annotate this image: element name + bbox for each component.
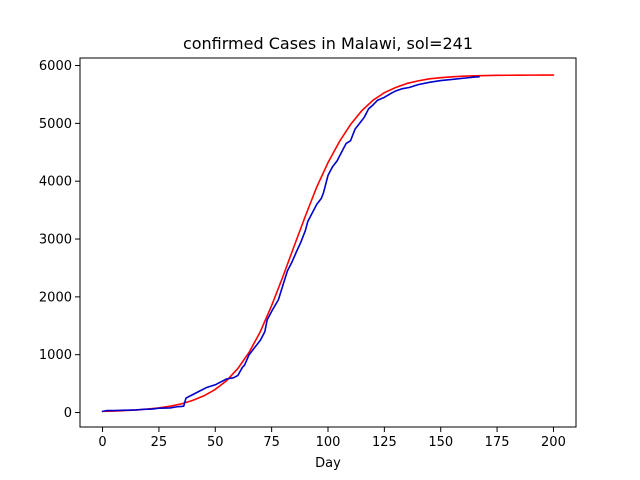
x-axis-label: Day (315, 456, 341, 471)
x-tick-label: 150 (428, 435, 453, 450)
observed-series-line (101, 76, 480, 413)
plot-series-group (101, 74, 555, 413)
x-tick-label: 175 (485, 435, 510, 450)
fit-series-line (101, 74, 555, 413)
plot-frame (79, 57, 577, 428)
y-tick-label: 6000 (39, 59, 72, 74)
x-tick-label: 50 (207, 435, 224, 450)
y-tick-label: 5000 (39, 117, 72, 132)
y-tick-label: 2000 (39, 290, 72, 305)
x-tick-label: 125 (372, 435, 397, 450)
x-tick-label: 75 (263, 435, 280, 450)
y-tick-label: 4000 (39, 175, 72, 190)
x-tick-label: 100 (316, 435, 341, 450)
x-tick-label: 0 (98, 435, 106, 450)
x-tick-label: 200 (541, 435, 566, 450)
y-tick-label: 3000 (39, 233, 72, 248)
y-tick-label: 1000 (39, 348, 72, 363)
axes-group: 0 25 50 75 100 125 150 175 200010002000300040005… (39, 59, 566, 450)
y-tick-label: 0 (64, 406, 72, 421)
x-tick-label: 25 (151, 435, 168, 450)
chart-title: confirmed Cases in Malawi, sol=241 (183, 34, 473, 53)
